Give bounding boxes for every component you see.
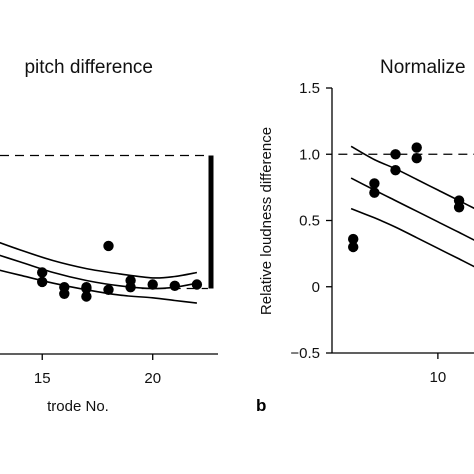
panel-a-data-point <box>103 240 114 252</box>
panel-b-y-tick-label: 1.0 <box>299 146 320 163</box>
panel-b-fit-curve-2 <box>350 207 474 268</box>
panel-b-y-tick-label: 1.5 <box>299 80 320 97</box>
panel-b-fit-curve-1 <box>350 177 474 241</box>
panel-a-data-point <box>81 283 92 294</box>
panel-b-y-axis-label: Relative loudness difference <box>258 127 275 315</box>
panel-a-title: pitch difference <box>24 57 153 78</box>
panel-a-data-point <box>169 280 180 291</box>
panel-a-data-point <box>147 279 158 290</box>
panel-b-data-point <box>348 233 359 245</box>
panel-a-plot: 15 20 <box>0 154 218 387</box>
panel-b-data-point <box>411 153 422 164</box>
panel-b-data-point <box>390 149 401 160</box>
panel-b-plot: 10 −0.5 0 0.5 1.0 1.5 <box>290 80 474 386</box>
panel-a-data-point <box>59 288 70 299</box>
panel-b-data-point <box>369 187 380 198</box>
panel-a-data-point <box>191 279 203 290</box>
panel-a-fit-curve-2 <box>0 269 197 304</box>
panel-a-data-point <box>37 276 48 288</box>
panel-b-letter: b <box>256 396 266 415</box>
panel-a-x-axis-label: trode No. <box>47 398 109 415</box>
panel-b-data-point <box>369 178 380 189</box>
panel-b-y-tick-label: 0.5 <box>299 213 320 230</box>
panel-a-data-point <box>81 291 92 302</box>
panel-b-data-point <box>453 202 465 213</box>
panel-b-x-tick-label: 10 <box>430 369 447 386</box>
panel-b-y-tick-label: −0.5 <box>290 345 320 362</box>
panel-b-data-point <box>411 142 422 153</box>
panel-a-fit-curve-0 <box>0 241 198 279</box>
panel-a-data-point <box>103 284 114 295</box>
panel-b-fit-curve-0 <box>350 145 474 210</box>
panel-a-data-point <box>125 282 136 293</box>
panel-b-title: Normalize <box>380 57 466 78</box>
panel-a-x-tick-label: 15 <box>34 370 51 387</box>
panel-b-data-point <box>390 165 401 176</box>
panel-b-data-point <box>348 241 359 253</box>
panel-b-y-tick-label: 0 <box>312 279 320 296</box>
panel-a-x-tick-label: 20 <box>144 370 161 387</box>
panel-a-data-point <box>37 267 48 278</box>
